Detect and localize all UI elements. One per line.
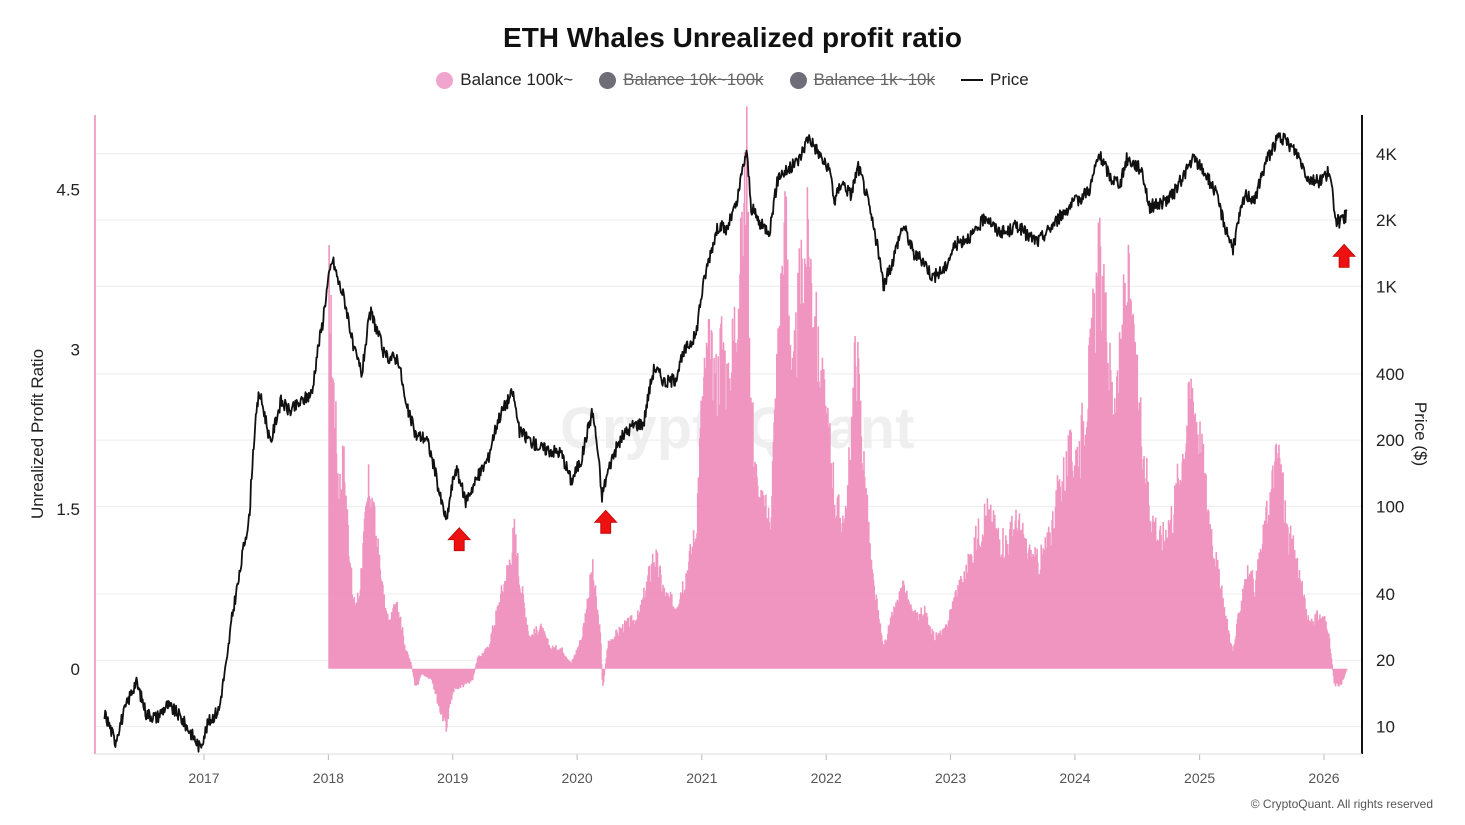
- y-right-tick-label: 4K: [1376, 145, 1397, 164]
- legend-dot-icon: [436, 71, 454, 89]
- x-tick-label: 2024: [1059, 770, 1090, 786]
- marker-up-arrow-icon: [1332, 243, 1357, 268]
- profit-ratio-area-layer: [328, 106, 1348, 732]
- x-tick-label: 2020: [562, 770, 593, 786]
- marker-up-arrow-icon: [447, 527, 472, 552]
- y-right-tick-label: 10: [1376, 717, 1395, 736]
- x-tick-label: 2026: [1308, 770, 1339, 786]
- price-line-layer: [103, 132, 1348, 753]
- chart-legend: Balance 100k~ Balance 10k~100k Balance 1…: [0, 70, 1465, 90]
- y-right-tick-label: 20: [1376, 651, 1395, 670]
- legend-dot-icon: [789, 71, 807, 89]
- legend-item-price[interactable]: Price: [961, 70, 1029, 90]
- legend-label: Balance 100k~: [460, 70, 574, 89]
- y-left-tick-label: 3: [71, 340, 80, 359]
- x-tick-label: 2017: [188, 770, 219, 786]
- y-right-tick-label: 400: [1376, 365, 1404, 384]
- x-tick-label: 2021: [686, 770, 717, 786]
- marker-up-arrow-icon: [593, 509, 618, 534]
- markers-layer: [447, 243, 1357, 552]
- y-left-tick-label: 1.5: [56, 500, 80, 519]
- series-price-line[interactable]: [103, 132, 1348, 753]
- x-tick-label: 2022: [811, 770, 842, 786]
- y-left-tick-label: 4.5: [56, 181, 80, 200]
- y-right-tick-label: 2K: [1376, 211, 1397, 230]
- copyright-credit: © CryptoQuant. All rights reserved: [1250, 797, 1433, 811]
- y-left-tick-label: 0: [71, 660, 80, 679]
- x-tick-label: 2025: [1184, 770, 1215, 786]
- y-right-tick-label: 200: [1376, 431, 1404, 450]
- legend-label: Balance 10k~100k: [623, 70, 764, 89]
- y-right-tick-label: 100: [1376, 497, 1404, 516]
- y-right-tick-label: 40: [1376, 585, 1395, 604]
- legend-item-balance-10k-100k[interactable]: Balance 10k~100k: [599, 70, 764, 90]
- legend-line-icon: [961, 79, 984, 81]
- x-tick-label: 2023: [935, 770, 966, 786]
- legend-item-balance-1k-10k[interactable]: Balance 1k~10k: [789, 70, 936, 90]
- series-balance-100k-area[interactable]: [328, 106, 1348, 732]
- legend-label: Price: [990, 70, 1029, 89]
- x-tick-label: 2018: [313, 770, 344, 786]
- chart-title: ETH Whales Unrealized profit ratio: [503, 22, 962, 53]
- legend-dot-icon: [599, 71, 617, 89]
- legend-item-balance-100k[interactable]: Balance 100k~: [436, 70, 573, 90]
- y-right-tick-label: 1K: [1376, 277, 1397, 296]
- legend-label: Balance 1k~10k: [813, 70, 936, 89]
- x-tick-label: 2019: [437, 770, 468, 786]
- axes: 10 20 40 100 200 400 1K 2K 4K 0 1.5 3 4.5 2017 2018 201…: [56, 115, 1404, 786]
